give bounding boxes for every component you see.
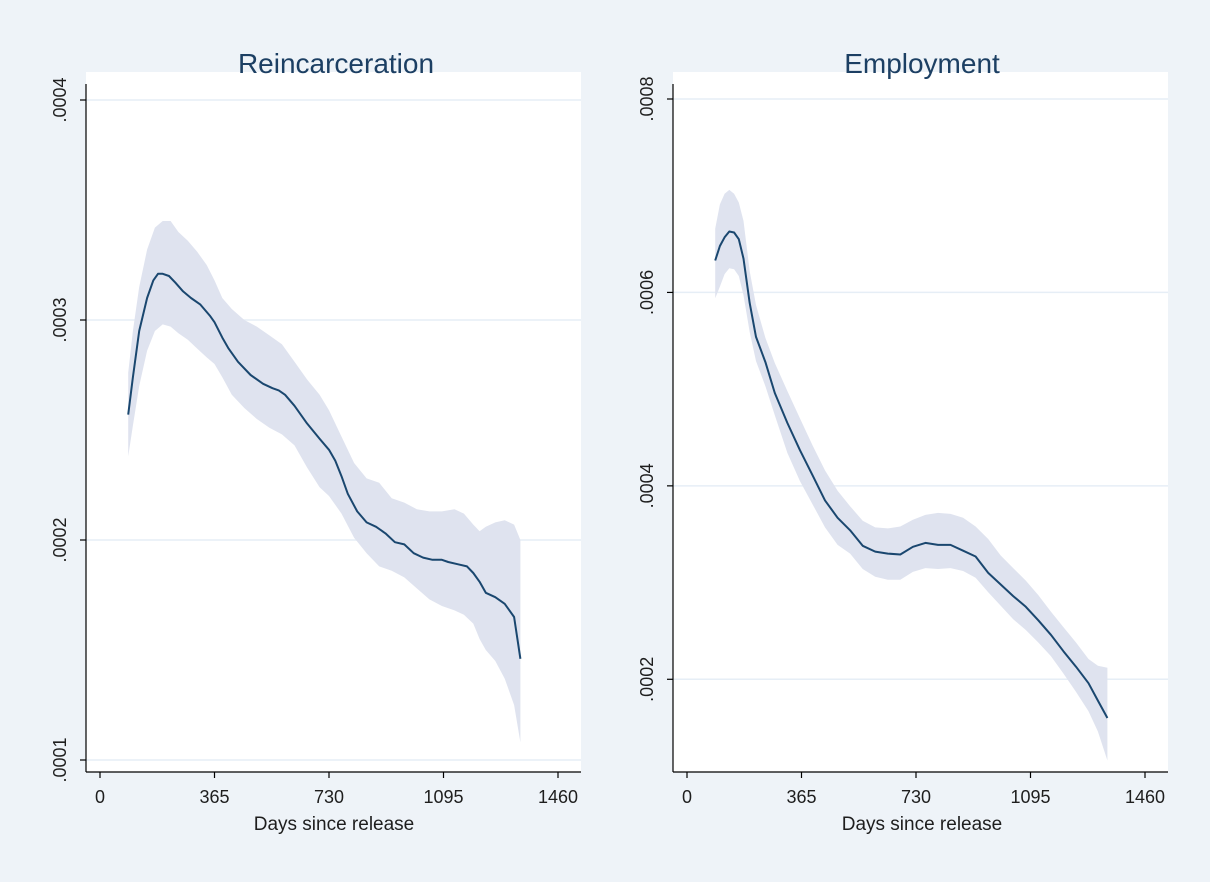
x-axis-label: Days since release [254,814,415,835]
x-tick-label: 730 [314,787,344,807]
x-tick-label: 1460 [538,787,578,807]
chart-panel-employment: .0002 .0004 .0006 .0008 0 365 730 1095 1460 Emp… [637,48,1168,835]
confidence-band [128,221,521,743]
series-line [714,230,1109,719]
x-tick-label: 0 [95,787,105,807]
x-axis-label: Days since release [842,814,1003,835]
y-tick-label: .0004 [637,463,657,508]
x-tick-label: 1095 [423,787,463,807]
y-tick-label: .0002 [50,517,70,562]
x-ticks: 0 365 730 1095 1460 [95,772,578,807]
chart-title: Employment [844,48,1000,79]
x-tick-label: 365 [199,787,229,807]
x-ticks: 0 365 730 1095 1460 [682,772,1165,807]
y-tick-label: .0001 [50,737,70,782]
x-tick-label: 365 [786,787,816,807]
x-tick-label: 1095 [1010,787,1050,807]
x-tick-label: 1460 [1125,787,1165,807]
y-tick-label: .0002 [637,657,657,702]
y-tick-label: .0006 [637,270,657,315]
chart-panel-reincarceration: .0001 .0002 .0003 .0004 0 365 730 1095 1460 Rei… [50,48,581,835]
chart-title: Reincarceration [238,48,434,79]
y-ticks: .0001 .0002 .0003 .0004 [50,77,86,783]
y-tick-label: .0008 [637,76,657,121]
y-ticks: .0002 .0004 .0006 .0008 [637,76,673,702]
x-tick-label: 0 [682,787,692,807]
y-tick-label: .0004 [50,77,70,122]
series-line [127,272,522,659]
y-tick-label: .0003 [50,297,70,342]
x-tick-label: 730 [901,787,931,807]
